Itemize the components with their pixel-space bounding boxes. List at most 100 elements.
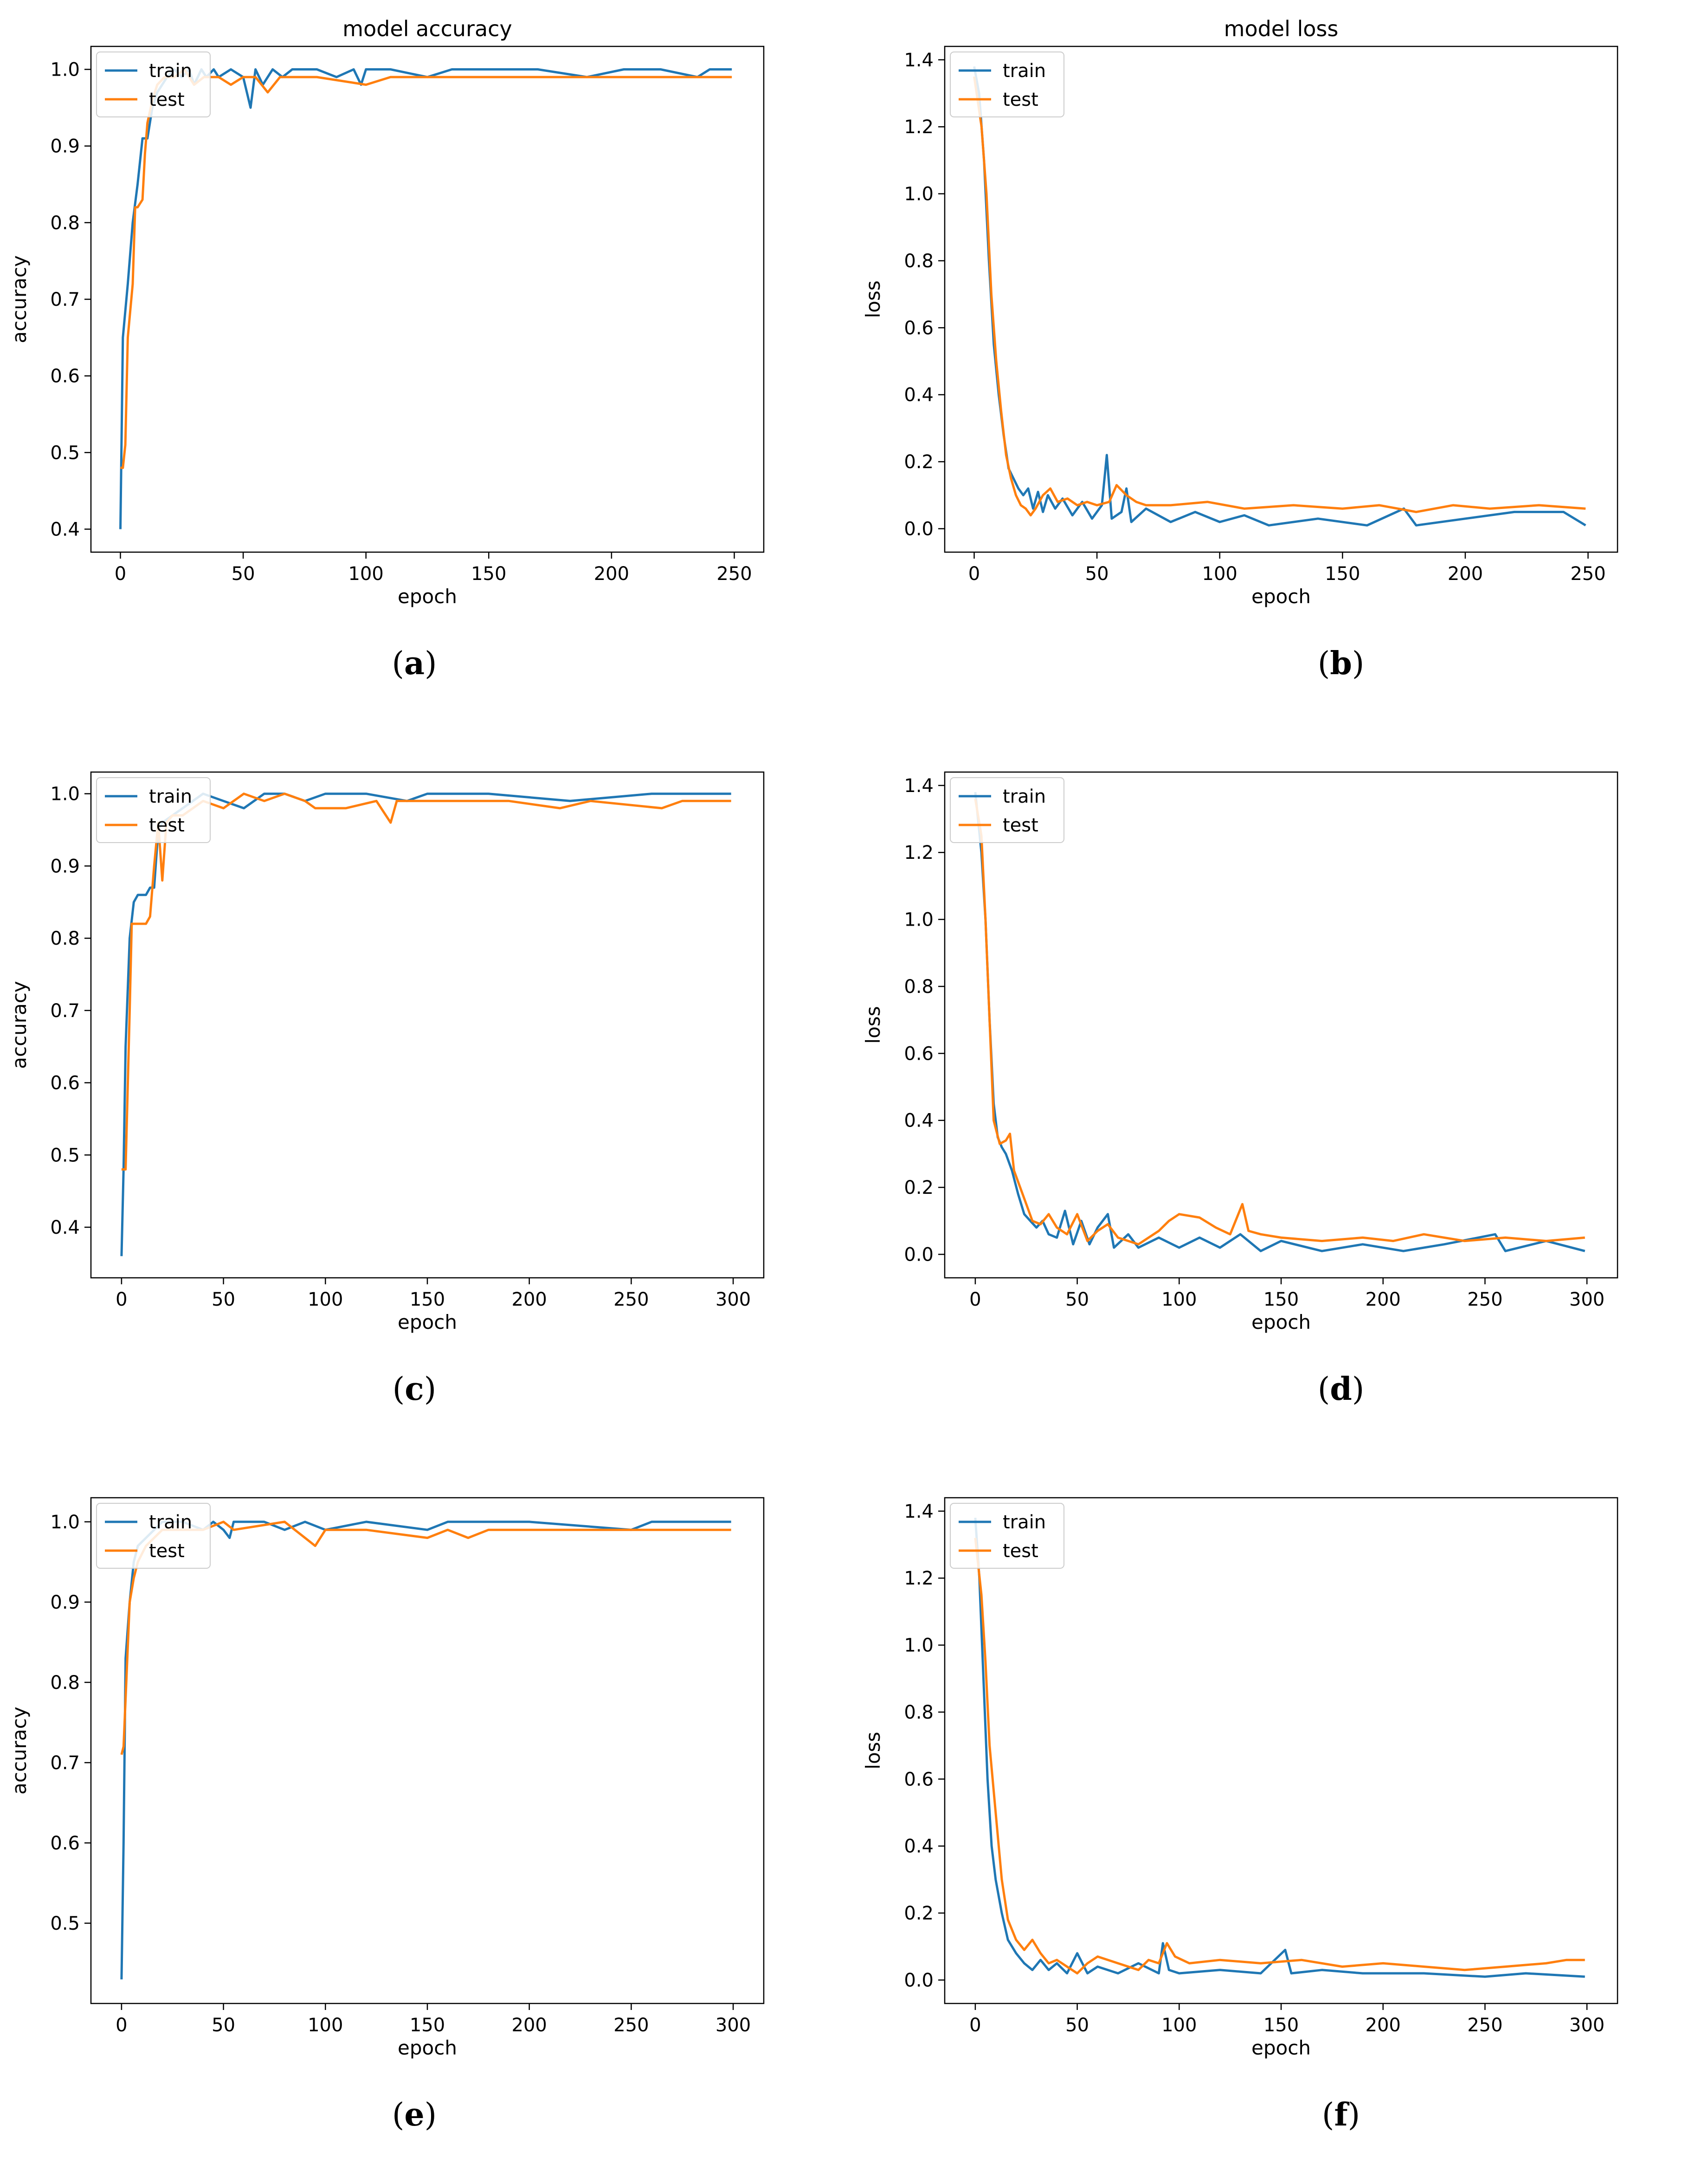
- y-tick-label: 1.0: [50, 784, 80, 805]
- y-axis-label: loss: [862, 280, 884, 318]
- y-tick-label: 0.8: [50, 928, 80, 949]
- chart-d-svg: 0 50 100 150 200 250 300 0.0 0.2 0.4 0.6 0.8 1.0 1.2 1…: [862, 771, 1618, 1333]
- y-tick-label: 0.6: [50, 1073, 80, 1094]
- plot-frame: [944, 45, 1618, 553]
- x-tick-label: 250: [613, 1289, 649, 1310]
- x-tick-label: 150: [1263, 1289, 1299, 1310]
- subplot-a: model accuracy 0 50 100 150 200 250 0.4 0.5 0.6 0.…: [0, 0, 854, 726]
- x-tick-label: 200: [512, 1289, 547, 1310]
- x-tick-label: 0: [116, 2015, 127, 2036]
- legend-box: [950, 777, 1064, 843]
- x-tick-label: 100: [1161, 1289, 1197, 1310]
- y-tick-label: 0.6: [50, 366, 80, 387]
- y-tick-label: 0.9: [50, 136, 80, 157]
- series-line-test: [973, 76, 1586, 517]
- plot-frame: [90, 771, 765, 1279]
- series-line-train: [973, 66, 1586, 527]
- x-tick-label: 150: [1263, 2015, 1299, 2036]
- x-tick-label: 200: [1366, 2015, 1401, 2036]
- legend: train test: [96, 1503, 211, 1569]
- x-tick-label: 250: [716, 563, 752, 585]
- x-tick-label: 100: [348, 563, 384, 585]
- panel-caption-letter: a: [404, 645, 425, 682]
- legend-label-test: test: [149, 89, 185, 110]
- subplot-e: 0 50 100 150 200 250 300 0.5 0.6 0.7 0.8 0.9 1.0 epoc…: [0, 1451, 854, 2177]
- y-tick-label: 1.4: [904, 50, 934, 71]
- series-line-train: [120, 792, 731, 1256]
- chart-f-svg: 0 50 100 150 200 250 300 0.0 0.2 0.4 0.6 0.8 1.0 1.2 1…: [862, 1497, 1618, 2059]
- series-line-test: [974, 799, 1585, 1246]
- chart-title: model loss: [1224, 16, 1339, 41]
- y-tick-label: 0.4: [50, 1217, 80, 1238]
- legend: train test: [96, 777, 211, 843]
- chart-title: model accuracy: [342, 16, 512, 41]
- x-tick-label: 150: [1325, 563, 1360, 585]
- series-line-train: [120, 1520, 731, 1980]
- y-axis-label: loss: [862, 1006, 884, 1043]
- y-axis-label: accuracy: [8, 255, 31, 343]
- panel-caption-letter: e: [404, 2096, 425, 2133]
- x-tick-label: 50: [1065, 2015, 1089, 2036]
- y-tick-label: 1.4: [904, 775, 934, 797]
- y-tick-label: 1.0: [904, 1635, 934, 1656]
- y-tick-label: 1.0: [50, 1512, 80, 1533]
- legend-box: [96, 1503, 211, 1569]
- x-tick-label: 250: [1467, 2015, 1502, 2036]
- x-axis-label: epoch: [1251, 1311, 1311, 1333]
- x-tick-label: 0: [116, 1289, 127, 1310]
- y-tick-label: 0.8: [50, 1672, 80, 1694]
- legend-label-test: test: [1003, 1540, 1038, 1562]
- x-tick-label: 200: [1366, 1289, 1401, 1310]
- x-axis-label: epoch: [1251, 585, 1311, 608]
- legend-box: [96, 52, 211, 117]
- y-tick-label: 0.2: [904, 1177, 934, 1198]
- series-line-train: [119, 68, 732, 529]
- legend: train test: [96, 52, 211, 117]
- panel-caption: (c): [392, 1371, 437, 1408]
- x-tick-label: 300: [1569, 2015, 1605, 2036]
- x-tick-label: 50: [212, 2015, 235, 2036]
- legend-label-train: train: [1003, 1512, 1046, 1533]
- y-axis-label: accuracy: [8, 981, 31, 1069]
- x-tick-label: 100: [1161, 2015, 1197, 2036]
- y-tick-label: 0.9: [50, 856, 80, 877]
- legend-label-test: test: [1003, 815, 1038, 836]
- panel-caption: (f): [1321, 2096, 1360, 2133]
- legend-label-train: train: [149, 786, 192, 807]
- y-axis-label: loss: [862, 1732, 884, 1769]
- legend-box: [96, 777, 211, 843]
- y-tick-label: 0.8: [904, 976, 934, 998]
- x-axis-label: epoch: [398, 2036, 457, 2059]
- x-tick-label: 200: [1448, 563, 1483, 585]
- legend-label-test: test: [149, 815, 185, 836]
- plot-frame: [944, 1497, 1618, 2004]
- legend-label-train: train: [149, 1512, 192, 1533]
- legend-label-train: train: [149, 60, 192, 82]
- y-tick-label: 0.0: [904, 518, 934, 540]
- series-line-test: [120, 1520, 731, 1755]
- legend-box: [950, 1503, 1064, 1569]
- x-tick-label: 50: [212, 1289, 235, 1310]
- series-line-test: [974, 1538, 1585, 1975]
- plot-frame: [944, 771, 1618, 1279]
- series-line-test: [120, 68, 732, 469]
- legend: train test: [950, 777, 1064, 843]
- x-axis-label: epoch: [398, 1311, 457, 1333]
- x-tick-label: 0: [969, 2015, 981, 2036]
- y-tick-label: 0.2: [904, 451, 934, 473]
- y-tick-label: 1.4: [904, 1501, 934, 1522]
- plot-frame: [90, 45, 765, 553]
- y-tick-label: 0.7: [50, 1752, 80, 1774]
- x-tick-label: 200: [512, 2015, 547, 2036]
- y-tick-label: 1.2: [904, 842, 934, 863]
- series-line-test: [121, 792, 731, 1171]
- x-tick-label: 150: [471, 563, 506, 585]
- y-tick-label: 0.6: [904, 1769, 934, 1790]
- y-tick-label: 0.2: [904, 1903, 934, 1924]
- chart-c-svg: 0 50 100 150 200 250 300 0.4 0.5 0.6 0.7 0.8 0.9 1.0 e…: [8, 771, 765, 1333]
- panel-caption-letter: d: [1330, 1371, 1352, 1408]
- y-tick-label: 1.2: [904, 116, 934, 138]
- x-tick-label: 0: [969, 1289, 981, 1310]
- x-tick-label: 250: [613, 2015, 649, 2036]
